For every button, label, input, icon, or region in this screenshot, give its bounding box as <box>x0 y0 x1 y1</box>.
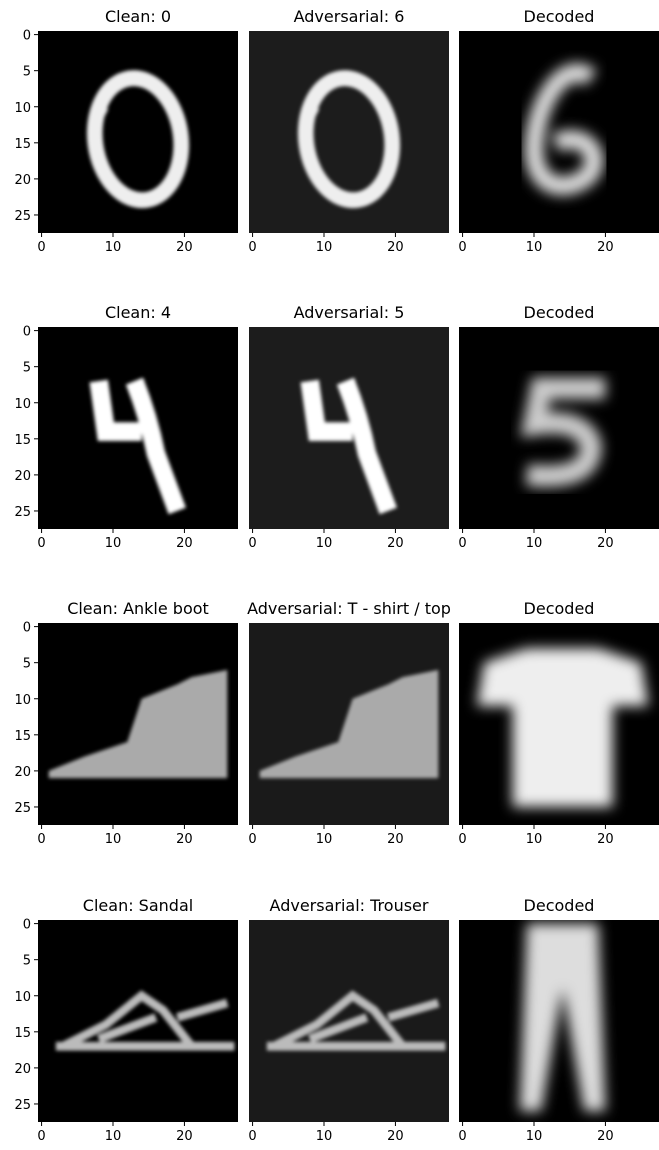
x-tick-label: 20 <box>387 1129 404 1144</box>
y-tick-label: 25 <box>14 801 31 816</box>
panel: Decoded 0 10 20 <box>455 7 659 255</box>
image <box>455 916 659 1132</box>
image <box>34 619 248 835</box>
x-tick-label: 20 <box>176 240 193 255</box>
y-tick-label: 15 <box>14 1026 31 1041</box>
image <box>455 27 659 243</box>
x-tick-label: 20 <box>387 832 404 847</box>
y-tick-label: 15 <box>14 137 31 152</box>
x-tick-label: 10 <box>526 832 543 847</box>
x-tick-label: 20 <box>387 536 404 551</box>
y-tick-label: 5 <box>23 954 31 969</box>
x-tick-label: 20 <box>387 240 404 255</box>
y-tick-label: 0 <box>23 29 31 44</box>
figure: Clean: 0 0 10 20 0 5 10 15 20 25 Adversarial: 6 0 10… <box>0 0 659 1146</box>
x-tick-label: 10 <box>105 240 122 255</box>
image <box>245 916 459 1132</box>
image <box>34 323 248 539</box>
x-tick-label: 20 <box>176 536 193 551</box>
panel-title: Decoded <box>524 303 595 322</box>
panel-title: Clean: Ankle boot <box>67 599 209 618</box>
x-tick-label: 20 <box>597 832 614 847</box>
panel-title: Clean: 0 <box>105 7 171 26</box>
panel: Adversarial: Trouser 0 10 20 <box>245 896 459 1144</box>
panel: Clean: 4 0 10 20 0 5 10 15 20 25 <box>14 303 248 551</box>
x-tick-label: 0 <box>458 832 466 847</box>
panel-title: Clean: 4 <box>105 303 171 322</box>
x-tick-label: 0 <box>37 240 45 255</box>
x-tick-label: 20 <box>597 240 614 255</box>
y-tick-label: 15 <box>14 433 31 448</box>
y-tick-label: 5 <box>23 361 31 376</box>
y-tick-label: 20 <box>14 765 31 780</box>
x-tick-label: 10 <box>105 832 122 847</box>
image <box>455 323 659 539</box>
y-tick-label: 10 <box>14 101 31 116</box>
image <box>245 323 459 539</box>
y-tick-label: 10 <box>14 693 31 708</box>
panel-title: Adversarial: 6 <box>294 7 405 26</box>
x-tick-label: 10 <box>526 240 543 255</box>
x-tick-label: 20 <box>597 536 614 551</box>
x-tick-label: 10 <box>316 240 333 255</box>
y-tick-label: 10 <box>14 397 31 412</box>
x-tick-label: 10 <box>526 1129 543 1144</box>
x-tick-label: 20 <box>597 1129 614 1144</box>
x-tick-label: 0 <box>458 1129 466 1144</box>
y-tick-label: 25 <box>14 209 31 224</box>
panel-title: Adversarial: Trouser <box>270 896 429 915</box>
panel: Decoded 0 10 20 <box>455 303 659 551</box>
x-tick-label: 20 <box>176 832 193 847</box>
x-tick-label: 10 <box>105 1129 122 1144</box>
image <box>245 27 459 243</box>
panel-title: Decoded <box>524 599 595 618</box>
x-tick-label: 0 <box>37 1129 45 1144</box>
x-tick-label: 10 <box>526 536 543 551</box>
y-tick-label: 15 <box>14 729 31 744</box>
x-tick-label: 20 <box>176 1129 193 1144</box>
x-tick-label: 0 <box>248 832 256 847</box>
panel: Clean: Sandal 0 10 20 0 5 10 15 20 25 <box>14 896 248 1144</box>
panel: Adversarial: 5 0 10 20 <box>245 303 459 551</box>
y-tick-label: 20 <box>14 469 31 484</box>
y-tick-label: 5 <box>23 65 31 80</box>
panel-title: Decoded <box>524 7 595 26</box>
x-tick-label: 0 <box>248 536 256 551</box>
x-tick-label: 0 <box>458 536 466 551</box>
y-tick-label: 0 <box>23 325 31 340</box>
x-tick-label: 0 <box>458 240 466 255</box>
panel-title: Decoded <box>524 896 595 915</box>
image <box>34 916 248 1132</box>
y-tick-label: 10 <box>14 990 31 1005</box>
image <box>245 619 459 835</box>
y-tick-label: 25 <box>14 1098 31 1113</box>
y-tick-label: 25 <box>14 505 31 520</box>
panel: Decoded 0 10 20 <box>455 599 659 847</box>
x-tick-label: 10 <box>316 832 333 847</box>
x-tick-label: 10 <box>316 536 333 551</box>
y-tick-label: 5 <box>23 657 31 672</box>
panel: Decoded 0 10 20 <box>455 896 659 1144</box>
x-tick-label: 0 <box>248 240 256 255</box>
x-tick-label: 10 <box>105 536 122 551</box>
x-tick-label: 10 <box>316 1129 333 1144</box>
panel-title: Clean: Sandal <box>83 896 193 915</box>
y-tick-label: 20 <box>14 173 31 188</box>
image <box>34 27 248 243</box>
panel: Adversarial: T - shirt / top 0 10 20 <box>245 599 459 847</box>
y-tick-label: 20 <box>14 1062 31 1077</box>
panel: Clean: Ankle boot 0 10 20 0 5 10 15 20 25 <box>14 599 248 847</box>
panel-title: Adversarial: 5 <box>294 303 405 322</box>
x-tick-label: 0 <box>37 832 45 847</box>
y-tick-label: 0 <box>23 918 31 933</box>
panel-title: Adversarial: T - shirt / top <box>247 599 451 618</box>
x-tick-label: 0 <box>248 1129 256 1144</box>
x-tick-label: 0 <box>37 536 45 551</box>
panel: Clean: 0 0 10 20 0 5 10 15 20 25 <box>14 7 248 255</box>
y-tick-label: 0 <box>23 621 31 636</box>
panel: Adversarial: 6 0 10 20 <box>245 7 459 255</box>
image <box>455 619 659 835</box>
